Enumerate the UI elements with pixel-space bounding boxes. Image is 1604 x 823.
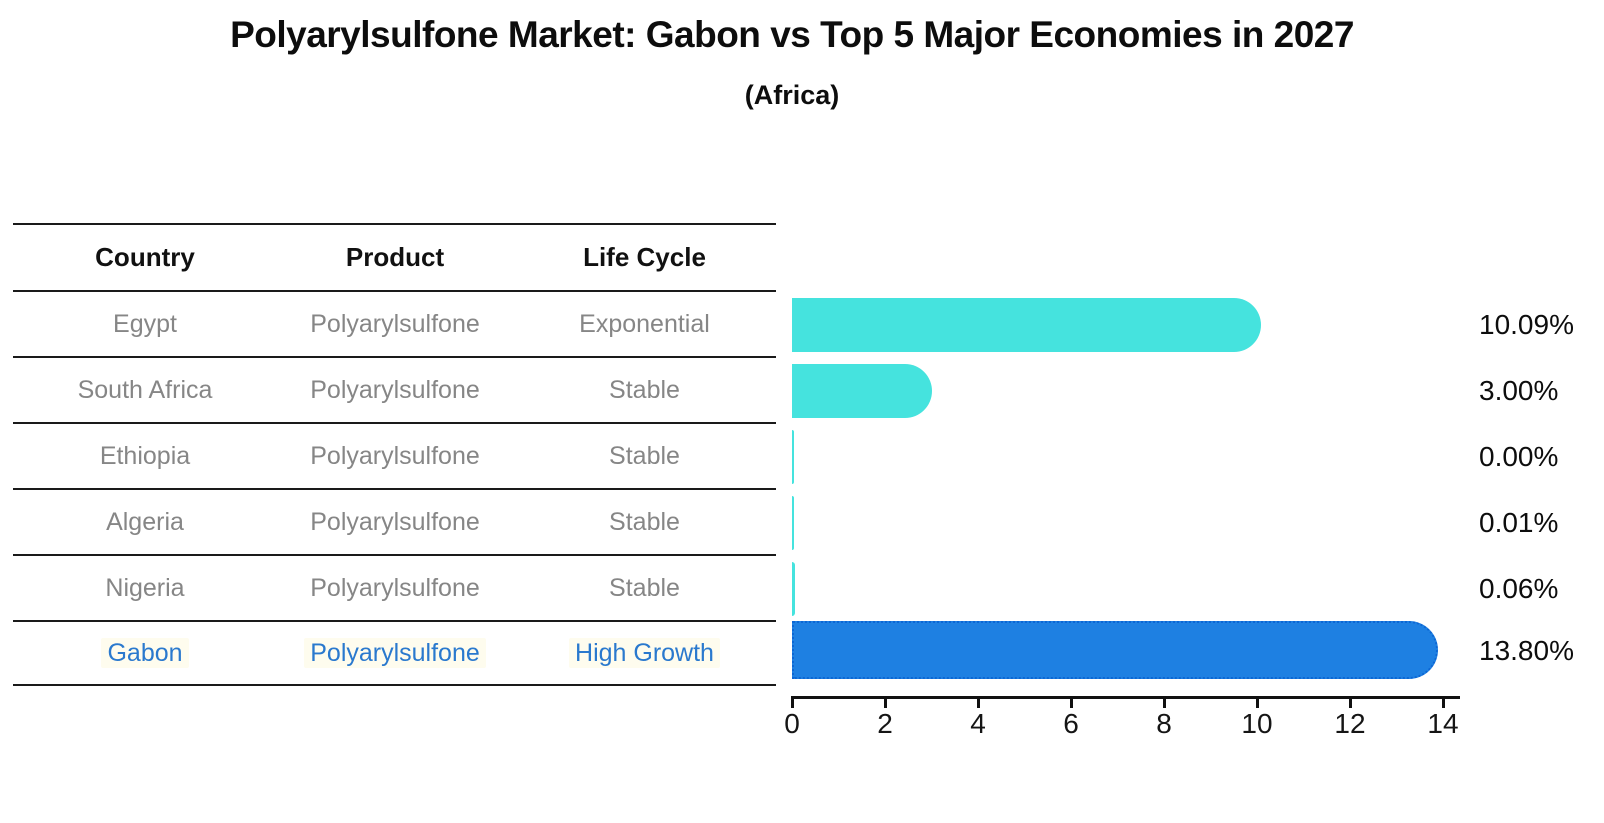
x-tick-label: 8 (1156, 708, 1172, 739)
x-axis-line (791, 696, 1460, 699)
x-tick-label: 4 (970, 708, 986, 739)
chart-subtitle: (Africa) (744, 80, 840, 110)
bar-nigeria (792, 562, 795, 616)
x-tick-label: 14 (1427, 708, 1459, 739)
x-tick-label: 6 (1063, 708, 1079, 739)
table-row-highlighted: Gabon Polyarylsulfone High Growth (13, 620, 776, 686)
x-tick-label: 12 (1334, 708, 1366, 739)
cell-product: Polyarylsulfone (310, 573, 480, 602)
value-label: 10.09% (1479, 309, 1574, 340)
value-label: 13.80% (1479, 635, 1574, 666)
cell-life-cycle: Stable (609, 441, 680, 470)
header-life-cycle: Life Cycle (583, 242, 706, 272)
highlighted-country: Gabon (101, 637, 189, 668)
highlighted-life-cycle: High Growth (569, 637, 720, 668)
x-tick-label: 2 (877, 708, 893, 739)
table-row: Nigeria Polyarylsulfone Stable (13, 554, 776, 620)
x-tick-mark (976, 699, 980, 708)
cell-country: Egypt (113, 309, 177, 338)
x-tick-mark (1348, 699, 1352, 708)
header-product: Product (345, 242, 445, 272)
cell-life-cycle: Stable (609, 573, 680, 602)
table-row: Egypt Polyarylsulfone Exponential (13, 290, 776, 356)
x-tick-mark (790, 699, 794, 708)
cell-product: Polyarylsulfone (277, 637, 513, 668)
x-tick-mark (883, 699, 887, 708)
table-row: South Africa Polyarylsulfone Stable (13, 356, 776, 422)
value-label: 0.06% (1479, 573, 1559, 604)
cell-country: Algeria (106, 507, 184, 536)
cell-life-cycle: Stable (609, 507, 680, 536)
table-row: Algeria Polyarylsulfone Stable (13, 488, 776, 554)
cell-country: Ethiopia (99, 441, 191, 470)
x-tick-mark (1255, 699, 1259, 708)
cell-product: Polyarylsulfone (310, 507, 480, 536)
cell-product: Polyarylsulfone (310, 441, 480, 470)
x-tick-mark (1069, 699, 1073, 708)
cell-country: Gabon (13, 637, 277, 668)
chart-title: Polyarylsulfone Market: Gabon vs Top 5 M… (230, 14, 1354, 55)
country-table: Country Product Life Cycle Egypt Polyary… (13, 223, 776, 686)
cell-country: Nigeria (105, 573, 185, 602)
bar-egypt (792, 298, 1262, 352)
cell-product: Polyarylsulfone (310, 375, 480, 404)
x-tick-label: 10 (1241, 708, 1273, 739)
cell-life-cycle: Stable (609, 375, 680, 404)
value-label: 3.00% (1479, 375, 1559, 406)
highlighted-product: Polyarylsulfone (304, 637, 486, 668)
x-tick-label: 0 (784, 708, 800, 739)
cell-product: Polyarylsulfone (310, 309, 480, 338)
x-tick-mark (1441, 699, 1445, 708)
bar-gabon-highlighted (792, 621, 1438, 679)
value-label: 0.00% (1479, 441, 1559, 472)
table-header-row: Country Product Life Cycle (13, 223, 776, 290)
header-country: Country (95, 242, 195, 272)
table-row: Ethiopia Polyarylsulfone Stable (13, 422, 776, 488)
bar-algeria (792, 496, 794, 550)
value-label: 0.01% (1479, 507, 1559, 538)
bar-south-africa (792, 364, 932, 418)
cell-life-cycle: Exponential (579, 309, 710, 338)
x-tick-mark (1162, 699, 1166, 708)
cell-country: South Africa (77, 375, 213, 404)
bar-ethiopia (792, 430, 794, 484)
cell-life-cycle: High Growth (513, 637, 776, 668)
